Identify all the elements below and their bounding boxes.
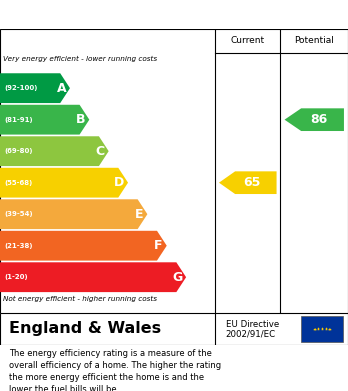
Polygon shape — [0, 105, 89, 135]
Text: C: C — [96, 145, 105, 158]
Text: England & Wales: England & Wales — [9, 321, 161, 336]
Polygon shape — [0, 262, 186, 292]
Text: F: F — [155, 239, 163, 252]
Text: (39-54): (39-54) — [4, 211, 33, 217]
Text: Very energy efficient - lower running costs: Very energy efficient - lower running co… — [3, 56, 158, 61]
Polygon shape — [285, 108, 344, 131]
Text: E: E — [135, 208, 143, 221]
Text: Potential: Potential — [294, 36, 334, 45]
Text: A: A — [56, 82, 66, 95]
Polygon shape — [0, 199, 148, 229]
Text: D: D — [114, 176, 124, 189]
Text: Not energy efficient - higher running costs: Not energy efficient - higher running co… — [3, 296, 158, 302]
Polygon shape — [0, 136, 109, 166]
Text: 86: 86 — [310, 113, 327, 126]
Text: (69-80): (69-80) — [4, 148, 33, 154]
Polygon shape — [0, 231, 167, 260]
Text: (21-38): (21-38) — [4, 243, 33, 249]
Text: (1-20): (1-20) — [4, 274, 28, 280]
Text: G: G — [172, 271, 182, 284]
Text: 2002/91/EC: 2002/91/EC — [226, 329, 276, 338]
Polygon shape — [219, 171, 277, 194]
Text: (92-100): (92-100) — [4, 85, 38, 91]
Text: Energy Efficiency Rating: Energy Efficiency Rating — [73, 7, 275, 22]
Polygon shape — [0, 168, 128, 197]
Text: (81-91): (81-91) — [4, 117, 33, 123]
Text: The energy efficiency rating is a measure of the
overall efficiency of a home. T: The energy efficiency rating is a measur… — [9, 348, 221, 391]
Polygon shape — [0, 73, 70, 103]
Bar — [301, 316, 343, 342]
Text: EU Directive: EU Directive — [226, 320, 279, 329]
Text: (55-68): (55-68) — [4, 180, 32, 186]
Text: 65: 65 — [244, 176, 261, 189]
Text: B: B — [76, 113, 85, 126]
Text: Current: Current — [231, 36, 265, 45]
